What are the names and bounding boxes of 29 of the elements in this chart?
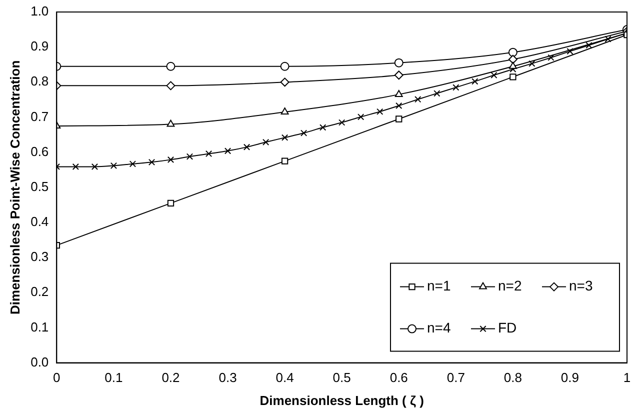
x-tick-label: 0.1: [104, 370, 123, 386]
y-tick-label: 0.7: [30, 108, 49, 124]
x-tick-label: 0.6: [390, 370, 408, 386]
legend-label: FD: [498, 320, 517, 336]
y-tick-label: 0.9: [30, 38, 49, 54]
x-tick-label: 0.8: [504, 370, 522, 386]
legend-label: n=1: [427, 278, 451, 294]
x-tick-label: 0: [53, 370, 60, 386]
x-tick-label: 0.9: [560, 370, 580, 386]
x-axis-title: Dimensionless Length ( ζ ): [260, 392, 424, 408]
y-tick-label: 0.8: [30, 74, 49, 89]
y-tick-label: 0.0: [30, 354, 49, 370]
legend-label: n=4: [427, 320, 451, 336]
y-tick-label: 0.1: [30, 319, 49, 334]
legend-label: n=3: [569, 278, 593, 294]
x-tick-label: 0.5: [332, 370, 351, 386]
x-tick-label: 0.7: [446, 370, 465, 386]
x-tick-label: 0.3: [218, 370, 237, 386]
y-tick-label: 1.0: [30, 4, 49, 19]
y-axis-title: Dimensionless Point-Wise Concentration: [7, 60, 22, 314]
y-tick-label: 0.5: [30, 178, 49, 194]
y-tick-label: 0.6: [30, 144, 49, 159]
x-tick-label: 0.4: [276, 370, 294, 386]
y-tick-label: 0.3: [30, 249, 49, 264]
x-tick-label: 1: [623, 370, 631, 386]
x-tick-label: 0.2: [162, 370, 180, 386]
y-tick-label: 0.2: [30, 284, 49, 300]
y-tick-label: 0.4: [30, 214, 49, 230]
legend-label: n=2: [498, 278, 522, 294]
